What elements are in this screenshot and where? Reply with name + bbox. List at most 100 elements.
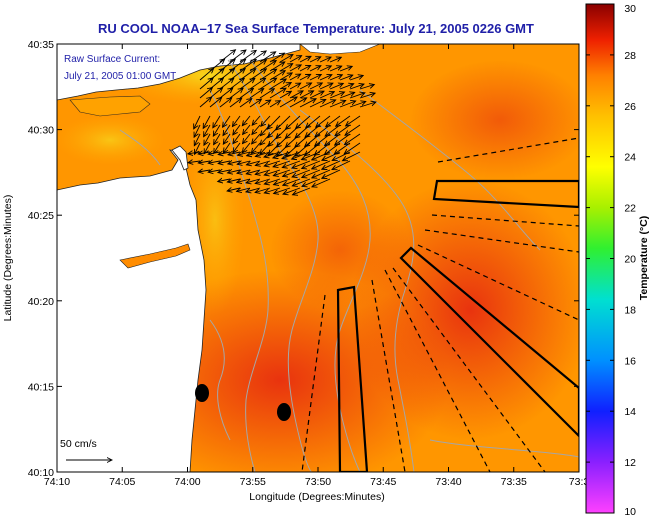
y-tick-label: 40:10 [28,467,54,479]
current-vector [255,178,271,184]
x-tick-label: 73:50 [305,476,331,488]
current-vector [249,89,264,99]
current-vector [274,187,291,194]
current-vector [309,66,321,72]
current-vector [214,142,221,153]
beam-solid-1 [432,179,579,209]
current-vector [239,99,252,108]
current-vector [229,78,244,90]
current-vector [322,160,341,169]
current-vector [322,169,341,178]
current-vector [359,93,375,99]
current-vector [293,187,311,195]
colorbar-tick-label: 24 [624,152,636,164]
beam-dash-4 [417,244,579,321]
current-vector [339,75,353,81]
current-vector [203,115,211,128]
radar-beams [301,137,579,472]
current-vector [269,88,286,99]
colorbar-tick-label: 20 [624,254,636,266]
current-vector [239,78,255,90]
river-navesink [119,243,191,269]
current-vector [213,124,221,136]
x-tick-label: 73:40 [435,476,461,488]
current-vector [332,160,351,170]
current-vector [232,115,241,127]
y-tick-label: 40:15 [28,381,54,393]
current-vector [264,187,281,193]
current-vector [305,142,321,156]
current-vector [299,99,316,108]
beam-dash-8 [301,294,326,472]
current-vector [243,124,251,134]
current-vector [239,88,253,99]
current-vector [299,91,314,99]
current-vector [359,85,374,90]
current-vector [339,84,354,90]
current-vector [315,133,331,146]
current-vector [329,83,343,90]
current-vector [289,65,301,72]
current-vector [199,97,212,108]
land-north [57,44,301,101]
current-vector [223,124,231,136]
current-vector [329,75,342,81]
sst-map: Raw Surface Current: July 21, 2005 01:00… [57,44,579,472]
current-legend-line2: July 21, 2005 01:00 GMT [64,71,176,82]
cool-water-bay [57,115,165,165]
current-vector [289,74,301,81]
current-vector [223,133,231,144]
current-vector [264,160,281,166]
current-vector [312,160,331,169]
current-vector [289,56,302,63]
beam-dash-7 [371,279,406,472]
current-vector [346,115,361,126]
current-vector [199,78,213,90]
land-sandy-hook [171,145,189,171]
current-vector [286,142,301,156]
current-vector [302,151,321,160]
current-vector [268,142,281,155]
current-vector [309,75,321,81]
current-vector [233,142,241,153]
station-marker-2 [277,403,291,421]
x-axis-ticks: 74:10 74:05 74:00 73:55 73:50 73:45 73:40 73:35… [44,44,590,488]
current-vector [252,124,261,135]
y-tick-label: 40:20 [28,296,54,308]
current-vector [274,178,291,185]
current-vector [204,133,211,145]
current-vector [309,83,322,90]
current-vector [255,160,271,165]
y-tick-label: 40:30 [28,125,54,137]
colorbar-tick-label: 26 [624,101,636,113]
current-vector [283,187,301,194]
current-vector [268,124,281,138]
current-vector [252,115,261,125]
x-tick-label: 73:35 [501,476,527,488]
current-vector [273,169,291,176]
current-vector [259,100,271,108]
current-vector [252,133,261,144]
current-vector [299,74,311,81]
current-vector [322,151,341,160]
current-vector [279,55,293,63]
current-vector [242,115,251,126]
current-vector [229,88,243,99]
x-tick-label: 73:3 [569,476,590,488]
warm-water-northeast [410,60,579,180]
current-vector [344,142,361,154]
current-vector [194,124,201,137]
current-vector [243,133,251,144]
current-vector [223,115,231,127]
current-vector [249,99,262,108]
current-vector [267,115,281,129]
colorbar-tick-label: 16 [624,355,636,367]
current-legend-line1: Raw Surface Current: [64,54,160,65]
current-vector [269,101,280,108]
current-vector [335,133,351,145]
warm-water-center [270,190,410,310]
colorbar-tick-label: 22 [624,203,636,215]
current-vector [319,83,333,90]
y-axis-ticks: 40:35 40:30 40:25 40:20 40:15 40:10 [28,39,579,479]
